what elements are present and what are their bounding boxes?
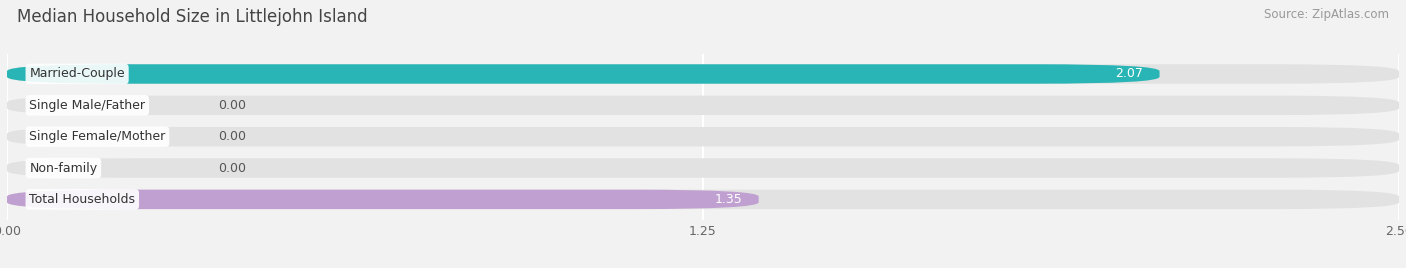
- Text: Total Households: Total Households: [30, 193, 135, 206]
- Text: Single Female/Mother: Single Female/Mother: [30, 130, 166, 143]
- FancyBboxPatch shape: [7, 190, 1399, 209]
- Text: Married-Couple: Married-Couple: [30, 68, 125, 80]
- Text: 0.00: 0.00: [218, 130, 246, 143]
- FancyBboxPatch shape: [7, 127, 1399, 146]
- FancyBboxPatch shape: [7, 158, 1399, 178]
- Text: 0.00: 0.00: [218, 99, 246, 112]
- Text: 2.07: 2.07: [1115, 68, 1143, 80]
- Text: 1.35: 1.35: [714, 193, 742, 206]
- Text: Median Household Size in Littlejohn Island: Median Household Size in Littlejohn Isla…: [17, 8, 367, 26]
- FancyBboxPatch shape: [7, 64, 1399, 84]
- Text: Non-family: Non-family: [30, 162, 97, 174]
- Text: 0.00: 0.00: [218, 162, 246, 174]
- Text: Source: ZipAtlas.com: Source: ZipAtlas.com: [1264, 8, 1389, 21]
- FancyBboxPatch shape: [7, 64, 1160, 84]
- FancyBboxPatch shape: [7, 190, 759, 209]
- Text: Single Male/Father: Single Male/Father: [30, 99, 145, 112]
- FancyBboxPatch shape: [7, 96, 1399, 115]
